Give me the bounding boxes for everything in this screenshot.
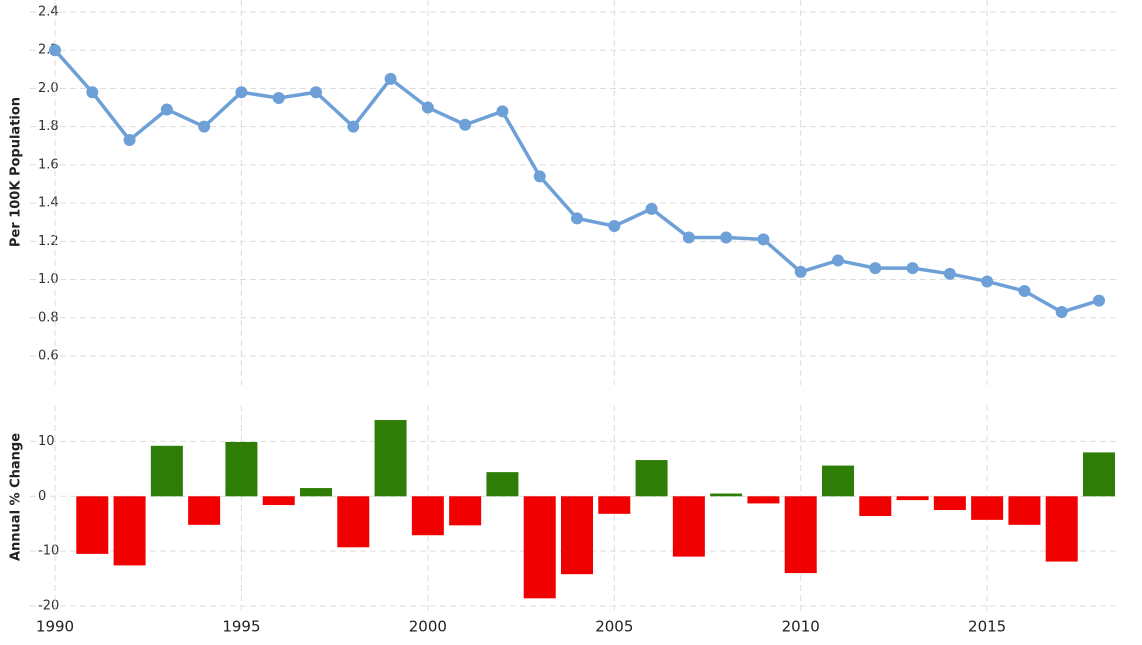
bar — [1045, 496, 1078, 562]
bar — [262, 496, 295, 506]
bar — [971, 496, 1004, 520]
bar — [1008, 496, 1041, 525]
bar — [449, 496, 482, 526]
y-tick-label: 1.4 — [38, 196, 59, 211]
bar — [561, 496, 593, 575]
point — [384, 72, 397, 85]
y-axis-label: Per 100K Population — [9, 97, 24, 247]
y-tick-label: 2.4 — [38, 5, 59, 20]
y-tick-label: 1.0 — [38, 272, 59, 287]
point — [1093, 294, 1105, 307]
point — [421, 101, 434, 114]
bar — [933, 496, 966, 510]
point — [571, 212, 583, 225]
line — [53, 49, 1100, 314]
point — [720, 231, 733, 244]
point — [160, 103, 173, 116]
bar — [822, 465, 854, 497]
point — [682, 231, 695, 244]
point — [1055, 306, 1068, 319]
bar — [300, 488, 332, 497]
bar — [337, 496, 370, 548]
bar — [523, 496, 556, 599]
y-tick-label: -10 — [38, 544, 59, 559]
point — [757, 233, 770, 246]
point — [832, 254, 844, 267]
point — [869, 262, 882, 275]
y-tick-label: 1.2 — [38, 234, 59, 249]
y-axis-label: Annual % Change — [9, 433, 24, 561]
y-tick-label: 1.8 — [38, 119, 59, 134]
point — [235, 86, 248, 99]
point — [645, 202, 658, 215]
bar — [150, 445, 183, 497]
bar — [896, 496, 929, 501]
point — [86, 86, 99, 99]
y-tick-label: 0 — [38, 489, 46, 504]
bar — [486, 472, 519, 497]
bar — [76, 496, 109, 554]
bar — [411, 496, 444, 536]
point — [533, 170, 546, 183]
y-tick-label: 0.8 — [38, 310, 59, 325]
point — [794, 265, 807, 278]
bar — [374, 420, 407, 497]
point — [123, 134, 136, 147]
bar — [225, 441, 258, 497]
y-tick-label: 2.0 — [38, 81, 59, 96]
x-tick-label: 2015 — [968, 618, 1006, 636]
point — [981, 275, 994, 288]
point — [906, 262, 919, 275]
point — [310, 86, 322, 99]
bar — [188, 496, 221, 525]
x-tick-label: 1990 — [36, 618, 74, 636]
x-tick-label: 1995 — [222, 618, 260, 636]
bar — [859, 496, 892, 517]
point — [198, 120, 211, 133]
y-tick-label: 1.6 — [38, 157, 59, 172]
point — [272, 92, 285, 104]
y-tick-label: -20 — [38, 599, 59, 614]
bar — [747, 496, 780, 504]
point — [496, 105, 509, 118]
point — [49, 44, 61, 57]
bar — [635, 460, 668, 497]
y-tick-label: 0.6 — [38, 349, 59, 364]
bar — [113, 496, 146, 566]
point — [347, 120, 360, 133]
bar — [598, 496, 631, 514]
x-tick-label: 2010 — [782, 618, 820, 636]
bar — [784, 496, 817, 574]
bar — [710, 493, 743, 497]
x-tick-label: 2000 — [409, 618, 447, 636]
point — [459, 118, 472, 131]
bar — [1083, 452, 1115, 497]
point — [943, 267, 956, 280]
y-tick-label: 10 — [38, 434, 55, 449]
x-tick-label: 2005 — [595, 618, 633, 636]
point — [1018, 285, 1031, 298]
bar — [672, 496, 705, 557]
point — [608, 220, 621, 233]
